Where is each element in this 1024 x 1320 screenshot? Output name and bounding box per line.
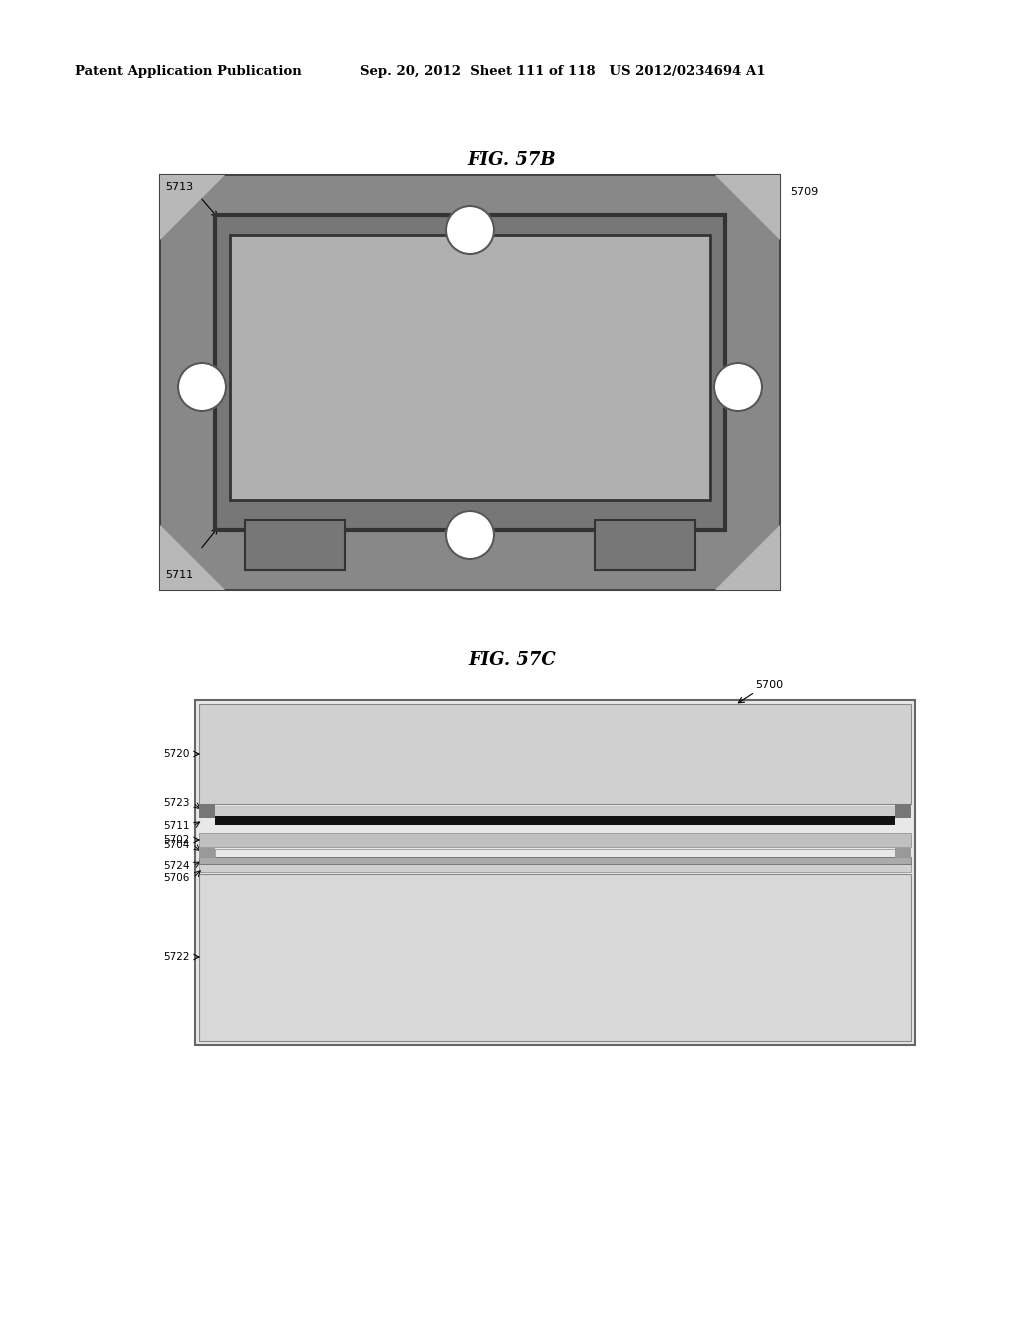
Bar [199,704,911,804]
Bar [199,865,911,873]
Text: 5704: 5704 [164,840,190,850]
Bar [199,833,911,847]
Text: 5702: 5702 [164,836,190,845]
Text: 5723: 5723 [164,799,190,808]
Text: 5700: 5700 [755,680,783,690]
Text: FIG. 57B: FIG. 57B [468,150,556,169]
Bar [230,235,710,500]
Text: 5713: 5713 [165,182,194,191]
Polygon shape [160,525,225,590]
Bar [199,807,911,816]
Bar [595,520,695,570]
Text: 5706: 5706 [164,873,190,883]
Circle shape [178,363,226,411]
Polygon shape [160,176,225,240]
Text: 5724: 5724 [164,861,190,871]
Circle shape [446,206,494,253]
Bar [215,215,725,531]
Bar [895,804,911,818]
Bar [199,874,911,1041]
Bar [895,847,911,858]
Polygon shape [715,176,780,240]
Bar [199,847,215,858]
Text: 5711: 5711 [164,821,190,832]
Text: 5720: 5720 [164,748,190,759]
Bar [215,849,895,857]
Circle shape [714,363,762,411]
Text: Sep. 20, 2012  Sheet 111 of 118   US 2012/0234694 A1: Sep. 20, 2012 Sheet 111 of 118 US 2012/0… [360,66,766,78]
Polygon shape [715,525,780,590]
Bar [195,700,915,1045]
Text: 5709: 5709 [790,187,818,197]
Text: 5722: 5722 [164,952,190,962]
Circle shape [446,511,494,558]
Bar [199,804,215,818]
Bar [199,857,911,865]
Text: FIG. 57C: FIG. 57C [468,651,556,669]
Text: Patent Application Publication: Patent Application Publication [75,66,302,78]
Text: 5711: 5711 [165,570,194,579]
Bar [160,176,780,590]
Bar [245,520,345,570]
Bar [215,816,895,825]
